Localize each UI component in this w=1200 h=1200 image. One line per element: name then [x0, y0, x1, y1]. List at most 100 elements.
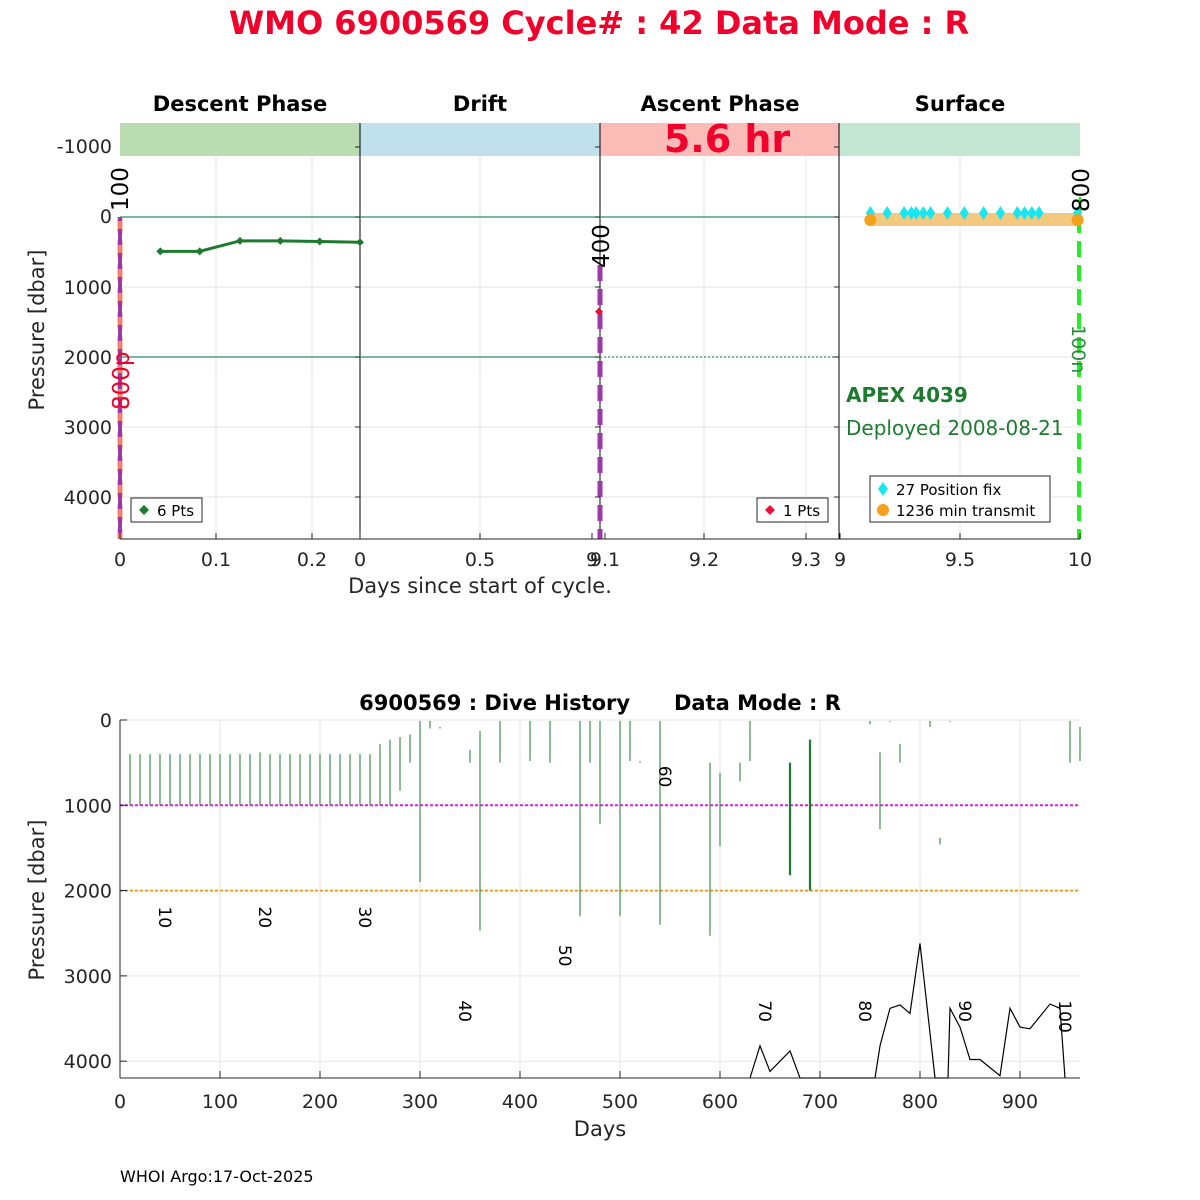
cycle-number-label: 60	[654, 766, 674, 788]
position-fix-marker	[942, 206, 952, 220]
cycle-number-label: 10	[154, 906, 174, 928]
descent-top-marker: 100	[108, 167, 134, 211]
descent-data-point	[236, 236, 244, 245]
surface-fix-series	[864, 206, 1084, 226]
position-fix-marker	[1020, 206, 1030, 220]
bottom-x-tick-label: 800	[902, 1091, 938, 1113]
ascent-profile-series	[595, 307, 603, 316]
descent-x-tick-label: 0.1	[201, 549, 231, 571]
footer-credit: WHOI Argo:17-Oct-2025	[120, 1167, 314, 1186]
position-fix-marker	[926, 206, 936, 220]
position-fix-marker	[979, 206, 989, 220]
descent-legend: 6 Pts	[130, 497, 203, 523]
descent-x-tick-label: 0.2	[297, 549, 327, 571]
ascent-phase-bar	[600, 123, 839, 156]
top-axis-ticks	[119, 146, 1081, 539]
surface-legend-box	[869, 475, 1051, 523]
bottom-x-tick-label: 0	[114, 1091, 126, 1113]
surface-phase-bar	[839, 123, 1080, 156]
ascent-legend-marker	[765, 505, 775, 515]
surface-phase-title: Surface	[915, 92, 1005, 116]
surface-legend: 27 Position fix 1236 min transmit	[869, 475, 1051, 523]
drift-x-tick-label: 9	[586, 549, 598, 571]
position-fix-marker	[959, 206, 969, 220]
position-fix-marker	[899, 206, 909, 220]
float-deployed-label: Deployed 2008-08-21	[846, 416, 1064, 440]
top-y-tick-label: 4000	[64, 487, 112, 509]
drift-phase-title: Drift	[453, 92, 507, 116]
drift-phase-bar	[360, 123, 600, 156]
top-y-tick-label: 1000	[64, 277, 112, 299]
dive-history-panel: 6900569 : Dive History Data Mode : R 10 2…	[25, 691, 1081, 1141]
cycle-number-label: 50	[554, 945, 574, 967]
descent-x-tick-label: 0	[114, 549, 126, 571]
ascent-duration-label: 5.6 hr	[664, 117, 791, 161]
surface-top-marker: 800	[1069, 168, 1095, 212]
cycle-number-label: 30	[354, 906, 374, 928]
top-y-tick-label: 0	[100, 206, 112, 228]
top-y-tick-label: -1000	[57, 136, 112, 158]
descent-profile-line	[160, 239, 361, 253]
top-y-tick-label: 2000	[64, 347, 112, 369]
descent-legend-box	[130, 497, 203, 523]
bottom-x-tick-label: 500	[602, 1091, 638, 1113]
surface-x-tick-label: 10	[1068, 549, 1092, 571]
transmit-marker	[864, 214, 877, 226]
descent-phase-title: Descent Phase	[153, 92, 327, 116]
ascent-phase-title: Ascent Phase	[641, 92, 800, 116]
ascent-legend-label: 1 Pts	[783, 502, 820, 520]
bottom-x-axis-label: Days	[574, 1117, 626, 1141]
descent-profile-series	[156, 236, 364, 256]
bottom-x-tick-label: 400	[502, 1091, 538, 1113]
bathymetry-line	[749, 1044, 801, 1079]
bottom-x-tick-label: 300	[402, 1091, 438, 1113]
top-x-axis-label: Days since start of cycle.	[348, 574, 612, 598]
ascent-legend: 1 Pts	[756, 497, 829, 523]
transmit-legend-marker	[877, 504, 889, 516]
descent-legend-label: 6 Pts	[157, 502, 194, 520]
bottom-y-tick-label: 2000	[64, 881, 112, 903]
descent-data-point	[356, 238, 364, 247]
cycle-number-label: 100	[1054, 1000, 1074, 1032]
bathymetry-series	[749, 943, 1066, 1079]
position-fix-marker	[1034, 206, 1044, 220]
top-y-tick-label: 3000	[64, 417, 112, 439]
top-y-axis-label: Pressure [dbar]	[25, 250, 49, 411]
surface-x-tick-label: 9.5	[945, 549, 975, 571]
dive-bars	[129, 720, 1081, 936]
drift-end-marker: 400	[589, 224, 615, 268]
position-fix-marker	[906, 206, 916, 220]
bottom-x-tick-label: 200	[302, 1091, 338, 1113]
drift-x-tick-label: 0.5	[465, 549, 495, 571]
descent-data-point	[156, 247, 165, 256]
bottom-y-tick-label: 1000	[64, 795, 112, 817]
bottom-x-tick-label: 700	[802, 1091, 838, 1113]
ascent-x-tick-label: 9.3	[791, 549, 821, 571]
cycle-number-label: 80	[854, 1000, 874, 1022]
bottom-axes: 0 100 200 300 400 500 600 700 800 900 0 1000 2000 300…	[64, 710, 1080, 1113]
position-fix-legend-label: 27 Position fix	[896, 481, 1001, 499]
bottom-y-tick-label: 0	[100, 710, 112, 732]
figure-title: WMO 6900569 Cycle# : 42 Data Mode : R	[229, 4, 969, 42]
descent-data-point	[276, 236, 285, 245]
drift-x-tick-label: 0	[354, 549, 366, 571]
float-model-label: APEX 4039	[846, 383, 968, 407]
position-fix-marker	[911, 206, 921, 220]
position-fix-marker	[882, 206, 892, 220]
ascent-x-tick-label: 9.1	[590, 549, 620, 571]
cycle-number-labels: 10 20 30 40 50 60 70 80 90 100	[154, 766, 1074, 1033]
position-fix-marker	[918, 206, 928, 220]
position-fix-legend-marker	[878, 482, 888, 496]
position-fix-marker	[1012, 206, 1022, 220]
cycle-number-label: 20	[254, 906, 274, 928]
descent-data-point	[315, 237, 324, 246]
bottom-x-tick-label: 600	[702, 1091, 738, 1113]
position-fix-marker	[1027, 206, 1037, 220]
bottom-x-tick-label: 100	[202, 1091, 238, 1113]
bathymetry-line	[800, 943, 936, 1079]
surface-x-tick-label: 9	[834, 549, 846, 571]
bottom-y-axis-label: Pressure [dbar]	[25, 820, 49, 981]
bottom-y-tick-label: 3000	[64, 966, 112, 988]
descent-legend-marker	[139, 505, 149, 515]
cycle-number-label: 90	[954, 1000, 974, 1022]
